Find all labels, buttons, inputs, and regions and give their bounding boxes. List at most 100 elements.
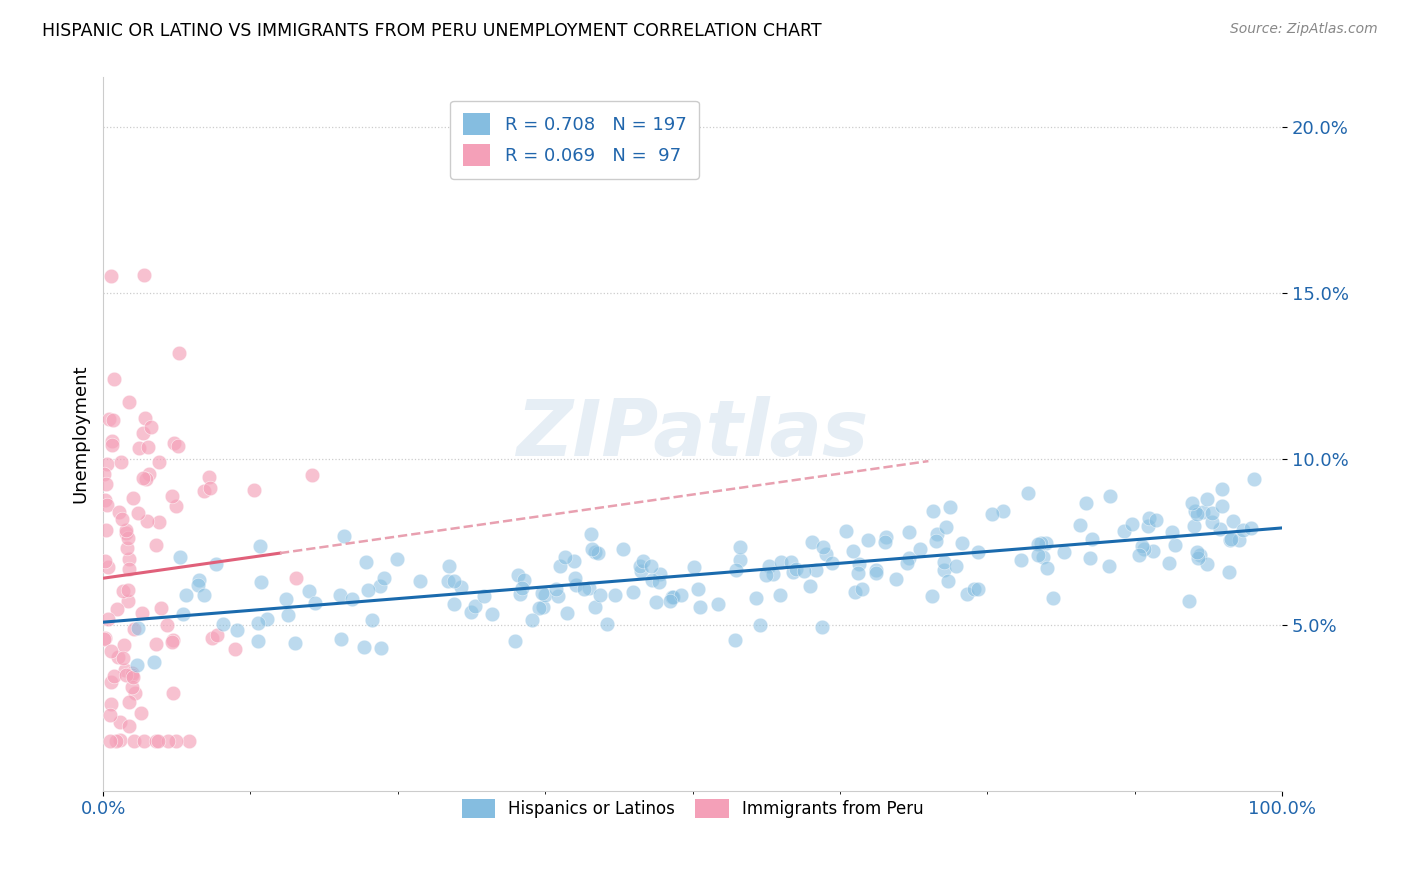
Point (96, 457, 118, 471)
Point (630, 565, 652, 579)
Point (342, 591, 364, 606)
Point (212, 616, 235, 631)
Point (1240, 520, 1263, 534)
Point (1184, 504, 1206, 518)
Point (117, 582, 139, 597)
Point (443, 574, 465, 589)
Point (464, 599, 486, 614)
Point (640, 574, 662, 588)
Point (117, 531, 139, 545)
Point (127, 621, 149, 635)
Point (662, 591, 685, 605)
Point (799, 579, 821, 593)
Point (785, 562, 807, 576)
Point (256, 612, 278, 626)
Point (108, 715, 131, 730)
Point (648, 575, 671, 590)
Point (898, 550, 921, 565)
Point (162, 633, 184, 648)
Point (520, 613, 543, 627)
Point (544, 582, 567, 596)
Point (460, 605, 482, 619)
Point (1232, 523, 1254, 537)
Point (1201, 516, 1223, 530)
Point (108, 733, 131, 747)
Point (1099, 490, 1122, 504)
Point (143, 655, 166, 669)
Point (160, 489, 183, 503)
Point (174, 589, 197, 603)
Text: Source: ZipAtlas.com: Source: ZipAtlas.com (1230, 22, 1378, 37)
Point (370, 640, 392, 655)
Point (932, 563, 955, 577)
Point (939, 500, 962, 515)
Point (875, 535, 897, 549)
Point (198, 481, 221, 495)
Y-axis label: Unemployment: Unemployment (72, 365, 89, 503)
Point (138, 467, 160, 482)
Text: ZIPatlas: ZIPatlas (516, 396, 869, 472)
Point (554, 550, 576, 565)
Point (1187, 551, 1209, 566)
Point (122, 670, 145, 684)
Point (1128, 548, 1150, 562)
Point (509, 586, 531, 600)
Point (207, 628, 229, 642)
Point (205, 558, 228, 572)
Point (193, 588, 215, 602)
Point (921, 504, 943, 518)
Point (821, 556, 844, 570)
Point (148, 454, 170, 468)
Point (896, 556, 918, 570)
Point (197, 470, 219, 484)
Point (132, 426, 155, 441)
Point (981, 508, 1004, 522)
Point (648, 566, 671, 581)
Point (631, 554, 654, 568)
Point (385, 551, 408, 566)
Point (1036, 561, 1059, 575)
Point (132, 268, 155, 282)
Point (1010, 553, 1032, 567)
Point (356, 555, 378, 569)
Point (100, 698, 122, 712)
Point (1181, 496, 1204, 510)
Point (963, 582, 986, 596)
Point (94, 476, 117, 491)
Point (1227, 533, 1250, 547)
Point (1069, 518, 1091, 533)
Point (555, 606, 578, 620)
Point (169, 550, 191, 565)
Point (329, 632, 352, 646)
Point (93, 467, 115, 482)
Point (1053, 545, 1076, 559)
Point (1211, 499, 1233, 513)
Point (443, 598, 465, 612)
Point (100, 643, 122, 657)
Point (547, 589, 569, 603)
Point (659, 594, 682, 608)
Point (1219, 533, 1241, 547)
Point (897, 525, 920, 540)
Point (815, 547, 838, 561)
Point (436, 574, 458, 589)
Point (100, 438, 122, 452)
Point (357, 582, 380, 597)
Point (225, 623, 247, 637)
Point (114, 526, 136, 541)
Point (96, 498, 118, 512)
Point (165, 499, 187, 513)
Point (361, 614, 384, 628)
Point (628, 558, 651, 573)
Point (793, 564, 815, 578)
Point (671, 588, 693, 602)
Point (1182, 519, 1205, 533)
Point (945, 558, 967, 573)
Point (135, 472, 157, 486)
Point (1144, 513, 1167, 527)
Point (588, 546, 610, 560)
Point (118, 719, 141, 733)
Point (298, 583, 321, 598)
Point (370, 579, 392, 593)
Point (97, 560, 120, 574)
